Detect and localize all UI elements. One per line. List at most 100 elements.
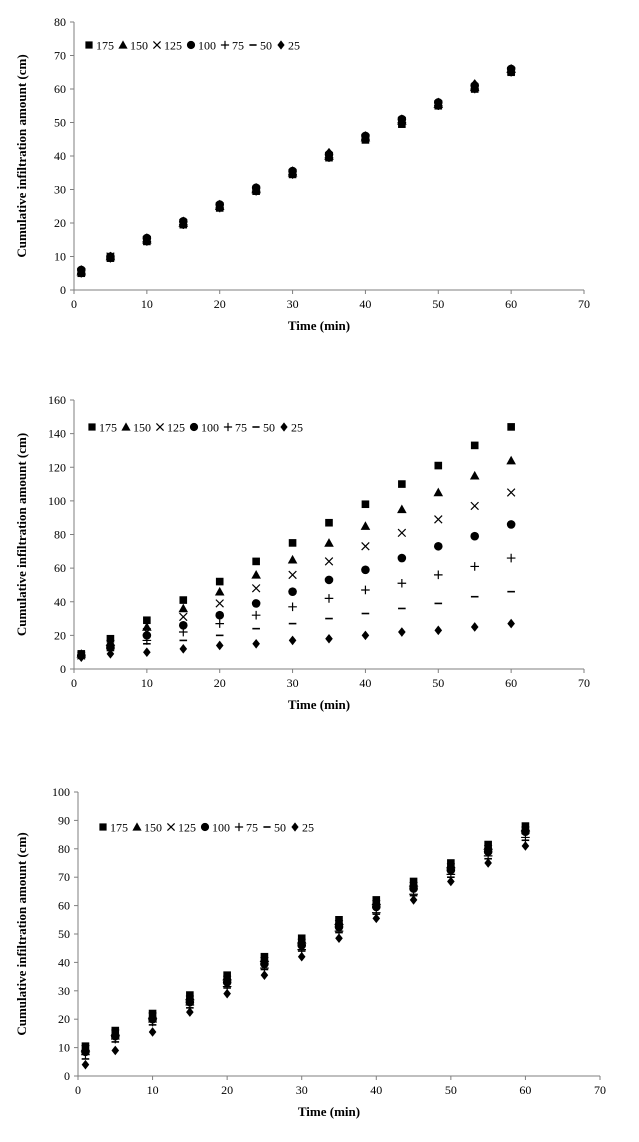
data-point bbox=[288, 602, 297, 612]
data-point bbox=[433, 570, 443, 580]
legend-marker-150 bbox=[132, 822, 142, 831]
y-tick-label: 140 bbox=[48, 427, 66, 441]
x-tick-label: 40 bbox=[359, 297, 371, 311]
y-tick-label: 80 bbox=[58, 842, 70, 856]
x-tick-label: 60 bbox=[505, 297, 517, 311]
data-point bbox=[398, 114, 406, 124]
data-point bbox=[142, 622, 152, 631]
data-point bbox=[260, 970, 269, 980]
y-tick-label: 90 bbox=[58, 813, 70, 827]
y-tick-label: 10 bbox=[54, 250, 66, 264]
legend-label: 100 bbox=[201, 421, 219, 435]
data-point bbox=[483, 841, 493, 850]
legend-label: 125 bbox=[178, 821, 196, 835]
data-point bbox=[334, 916, 344, 926]
data-point bbox=[215, 577, 224, 586]
data-point bbox=[143, 616, 151, 625]
data-point bbox=[251, 584, 261, 593]
legend-label: 150 bbox=[144, 821, 162, 835]
data-point bbox=[470, 79, 479, 89]
x-tick-label: 10 bbox=[141, 676, 153, 690]
data-point bbox=[506, 520, 516, 529]
y-tick-label: 50 bbox=[58, 927, 70, 941]
data-point bbox=[288, 166, 297, 176]
data-point bbox=[372, 913, 381, 924]
data-point bbox=[371, 902, 381, 912]
data-point bbox=[361, 565, 370, 575]
data-point bbox=[434, 515, 443, 524]
data-point bbox=[434, 625, 443, 636]
y-tick-label: 100 bbox=[48, 494, 66, 508]
data-point bbox=[215, 610, 225, 620]
data-point bbox=[470, 501, 479, 511]
data-point bbox=[296, 934, 307, 944]
x-tick-label: 0 bbox=[75, 1083, 81, 1097]
legend-marker-75 bbox=[234, 822, 244, 832]
x-tick-label: 10 bbox=[147, 1083, 159, 1097]
y-axis-title: Cumulative infiltration amount (cm) bbox=[14, 832, 29, 1035]
y-tick-label: 40 bbox=[54, 595, 66, 609]
legend: 175 150 125 100 75 50 25 bbox=[99, 821, 314, 835]
data-point bbox=[81, 1059, 90, 1070]
data-point bbox=[178, 627, 188, 637]
legend-marker-25 bbox=[277, 40, 285, 50]
data-point bbox=[215, 640, 224, 651]
y-tick-label: 70 bbox=[54, 49, 66, 63]
legend-marker-125 bbox=[166, 822, 176, 832]
data-point bbox=[324, 557, 334, 566]
y-axis-title: Cumulative infiltration amount (cm) bbox=[14, 433, 29, 636]
data-point bbox=[361, 131, 370, 141]
y-axis-title: Cumulative infiltration amount (cm) bbox=[14, 54, 29, 257]
legend-marker-175 bbox=[85, 41, 93, 49]
data-point bbox=[143, 233, 151, 243]
legend-marker-150 bbox=[121, 422, 131, 431]
data-point bbox=[77, 652, 86, 663]
x-axis-title: Time (min) bbox=[298, 1104, 360, 1119]
data-point bbox=[397, 504, 407, 514]
data-point bbox=[506, 553, 516, 563]
data-point bbox=[179, 216, 188, 227]
data-point bbox=[484, 858, 492, 868]
y-tick-label: 80 bbox=[54, 15, 66, 29]
data-point bbox=[324, 538, 334, 547]
x-tick-label: 40 bbox=[370, 1083, 382, 1097]
data-point bbox=[288, 587, 297, 596]
y-tick-label: 60 bbox=[54, 561, 66, 575]
x-tick-label: 70 bbox=[578, 297, 590, 311]
data-point bbox=[215, 599, 224, 608]
x-tick-label: 50 bbox=[432, 297, 444, 311]
legend-label: 25 bbox=[288, 39, 300, 53]
legend-marker-150 bbox=[118, 40, 128, 49]
series-175 bbox=[81, 822, 530, 1050]
y-tick-label: 160 bbox=[48, 393, 66, 407]
legend-marker-75 bbox=[223, 422, 233, 432]
data-point bbox=[288, 635, 297, 646]
legend-marker-100 bbox=[186, 40, 196, 50]
data-point bbox=[470, 622, 479, 632]
legend-label: 100 bbox=[212, 821, 230, 835]
legend-marker-25 bbox=[280, 422, 288, 432]
x-tick-label: 20 bbox=[214, 297, 226, 311]
data-point bbox=[398, 480, 406, 488]
data-point bbox=[179, 644, 188, 654]
data-point bbox=[397, 553, 407, 563]
chart-bottom: 0 10 20 30 40 50 60 70 0 10 20 30 40 50 60 70 80 90 100 Tim… bbox=[0, 770, 639, 1142]
data-point bbox=[186, 1007, 194, 1017]
legend-label: 175 bbox=[99, 421, 117, 435]
data-point bbox=[446, 859, 456, 869]
y-tick-label: 20 bbox=[54, 628, 66, 642]
y-tick-label: 70 bbox=[58, 870, 70, 884]
y-tick-label: 20 bbox=[58, 1012, 70, 1026]
data-point bbox=[506, 488, 516, 497]
data-point bbox=[214, 586, 225, 596]
y-tick-label: 80 bbox=[54, 528, 66, 542]
x-tick-label: 60 bbox=[519, 1083, 531, 1097]
x-tick-label: 40 bbox=[359, 676, 371, 690]
data-point bbox=[325, 147, 333, 158]
legend-marker-25 bbox=[291, 822, 299, 832]
data-point bbox=[288, 539, 297, 547]
data-point bbox=[324, 594, 334, 603]
series-25 bbox=[81, 841, 530, 1070]
legend-label: 50 bbox=[263, 421, 275, 435]
legend-label: 150 bbox=[130, 39, 148, 53]
